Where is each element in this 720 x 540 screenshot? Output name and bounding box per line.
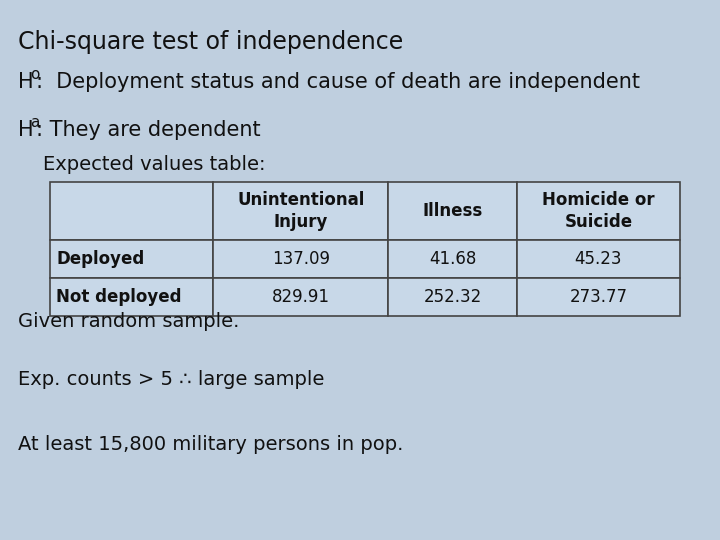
Text: 41.68: 41.68 [429,250,476,268]
Text: a: a [30,115,40,130]
Text: H: H [18,72,34,92]
Bar [388,182,517,240]
Text: Given random sample.: Given random sample. [18,312,239,331]
Bar [517,182,680,240]
Text: : They are dependent: : They are dependent [36,120,261,140]
Text: :  Deployment status and cause of death are independent: : Deployment status and cause of death a… [36,72,640,92]
Bar [388,278,517,316]
Text: Exp. counts > 5 ∴ large sample: Exp. counts > 5 ∴ large sample [18,370,325,389]
Bar [213,278,388,316]
Text: 137.09: 137.09 [272,250,330,268]
Bar [50,278,213,316]
Text: Homicide or
Suicide: Homicide or Suicide [542,191,654,231]
Text: Not deployed: Not deployed [56,288,181,306]
Text: 252.32: 252.32 [423,288,482,306]
Text: Unintentional
Injury: Unintentional Injury [237,191,364,231]
Bar [517,278,680,316]
Bar [50,240,213,278]
Text: 45.23: 45.23 [575,250,622,268]
Text: At least 15,800 military persons in pop.: At least 15,800 military persons in pop. [18,435,403,454]
Bar [517,240,680,278]
Bar [213,240,388,278]
Bar [213,182,388,240]
Text: 273.77: 273.77 [570,288,627,306]
Text: Deployed: Deployed [56,250,144,268]
Text: Expected values table:: Expected values table: [18,155,266,174]
Text: 829.91: 829.91 [272,288,330,306]
Text: H: H [18,120,34,140]
Text: Chi-square test of independence: Chi-square test of independence [18,30,403,54]
Text: Illness: Illness [423,202,482,220]
Text: o: o [30,67,40,82]
Bar [388,240,517,278]
Bar [50,182,213,240]
